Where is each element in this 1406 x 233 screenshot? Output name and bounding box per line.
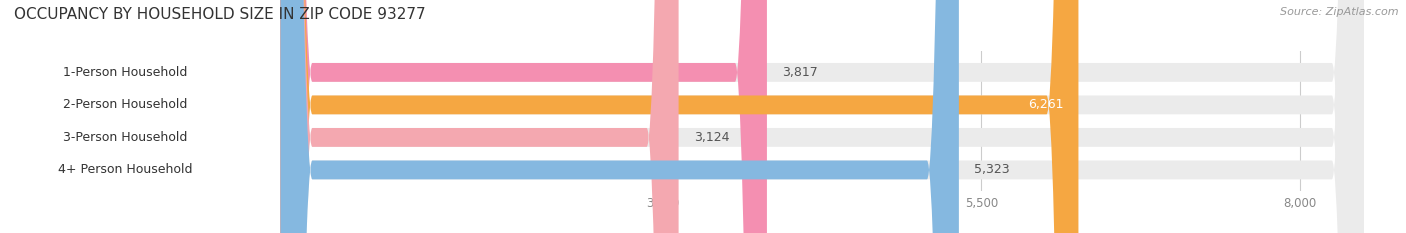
Text: OCCUPANCY BY HOUSEHOLD SIZE IN ZIP CODE 93277: OCCUPANCY BY HOUSEHOLD SIZE IN ZIP CODE … — [14, 7, 426, 22]
FancyBboxPatch shape — [4, 0, 246, 233]
Text: 3,124: 3,124 — [695, 131, 730, 144]
FancyBboxPatch shape — [280, 0, 1364, 233]
FancyBboxPatch shape — [280, 0, 766, 233]
FancyBboxPatch shape — [4, 0, 246, 233]
FancyBboxPatch shape — [280, 0, 679, 233]
Text: 2-Person Household: 2-Person Household — [63, 98, 187, 111]
FancyBboxPatch shape — [280, 0, 1364, 233]
FancyBboxPatch shape — [280, 0, 959, 233]
Text: 6,261: 6,261 — [1028, 98, 1063, 111]
Text: 4+ Person Household: 4+ Person Household — [58, 163, 193, 176]
FancyBboxPatch shape — [280, 0, 1364, 233]
FancyBboxPatch shape — [4, 0, 246, 233]
Text: 1-Person Household: 1-Person Household — [63, 66, 187, 79]
Text: Source: ZipAtlas.com: Source: ZipAtlas.com — [1281, 7, 1399, 17]
FancyBboxPatch shape — [4, 0, 246, 233]
FancyBboxPatch shape — [280, 0, 1078, 233]
Text: 3,817: 3,817 — [782, 66, 818, 79]
Text: 3-Person Household: 3-Person Household — [63, 131, 187, 144]
FancyBboxPatch shape — [280, 0, 1364, 233]
Text: 5,323: 5,323 — [974, 163, 1010, 176]
